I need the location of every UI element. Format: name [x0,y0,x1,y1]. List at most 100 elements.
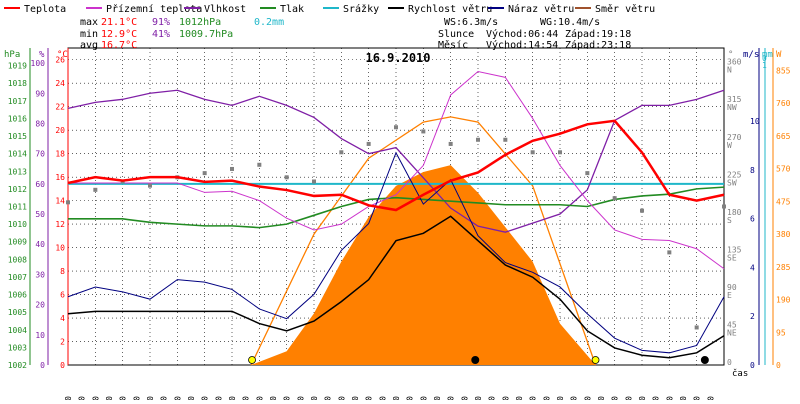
tick-hpa: 1013 [8,167,27,176]
tick-temp: 14 [55,197,65,206]
tick-temp: 18 [55,150,65,159]
tick-compass: S [727,216,732,225]
tick-time: 18:00 [556,396,565,400]
tick-dir: 360 [727,58,742,67]
tick-time: 14:00 [447,396,456,400]
tick-time: 09:00 [310,396,319,400]
wind-dir-point [202,171,207,176]
tick-temp: 20 [55,126,65,135]
tick-w: 665 [776,132,791,141]
tick-hpa: 1016 [8,114,27,123]
tick-time: 23:00 [693,396,702,400]
stat-rain: 0.2mm [254,17,284,28]
wind-dir-point [722,204,726,209]
tick-temp: 10 [55,244,65,253]
wind-dir-point [394,125,398,130]
legend-label: Směr větru [595,3,655,15]
tick-time: 08:30 [296,396,305,400]
tick-time: 21:30 [652,396,661,400]
tick-temp: 2 [60,338,65,347]
tick-dir: 180 [727,208,742,217]
wind-dir-point [148,183,152,188]
tick-time: 22:30 [679,396,688,400]
tick-hpa: 1007 [8,273,27,282]
stat-min-temp: 12.9°C [101,29,137,40]
wind-dir-point [66,200,70,205]
tick-temp: 6 [60,291,65,300]
wind-dir-point [476,137,480,142]
stat-max-temp: 21.1°C [101,17,137,28]
wind-dir-point [230,166,234,171]
solar-area [251,165,596,365]
wind-dir-point [312,179,316,184]
tick-time: 13:30 [433,396,442,400]
tick-time: 19:30 [597,396,606,400]
tick-hpa: 1006 [8,291,27,300]
temperature-line [67,119,725,212]
moonrise-marker [471,356,480,364]
tick-w: 0 [776,361,781,370]
tick-compass: NE [727,328,737,337]
wind-dir-point [339,150,344,155]
tick-w: 95 [776,328,786,337]
axis-pct-unit: % [39,50,45,60]
tick-hpa: 1003 [8,343,27,352]
tick-time: 11:00 [365,396,374,400]
tick-time: 06:00 [228,396,237,400]
tick-mm: 1 [762,61,767,70]
tick-mm: 0 [762,54,767,63]
tick-dir: 315 [727,95,742,104]
tick-time: 12:30 [406,396,415,400]
axis-temp-unit: °C [57,50,68,60]
tick-hpa: 1017 [8,97,27,106]
tick-dir: 135 [727,245,742,254]
tick-compass: SW [727,178,737,187]
tick-time: 08:00 [283,396,292,400]
tick-dir: 270 [727,133,742,142]
tick-pct: 10 [35,331,45,340]
gust-line [67,151,725,354]
tick-pct: 90 [35,89,45,98]
tick-hpa: 1010 [8,220,27,229]
stat-max-hum: 91% [152,17,170,28]
tick-pct: 80 [35,119,45,128]
wind-dir-point [558,150,562,155]
wind-dir-point [530,150,535,155]
tick-compass: N [727,66,732,75]
axis-w-unit: W [776,50,782,60]
tick-temp: 12 [55,220,65,229]
tick-hpa: 1011 [8,203,27,212]
tick-hpa: 1012 [8,185,27,194]
tick-time: 11:30 [378,396,387,400]
tick-time: 10:00 [337,396,346,400]
tick-dir: 90 [727,283,737,292]
tick-temp: 0 [60,361,65,370]
tick-pct: 20 [35,301,45,310]
tick-time: 15:30 [488,396,497,400]
tick-time: 05:00 [201,396,210,400]
tick-time: 00:30 [78,396,87,400]
tick-time: 16:00 [501,396,510,400]
tick-temp: 16 [55,173,65,182]
wind-dir-point [448,141,453,146]
tick-time: 17:00 [529,396,538,400]
tick-hpa: 1002 [8,361,27,370]
moon-label: Měsíc [438,39,468,51]
tick-time: 01:00 [91,396,100,400]
wind-dir-point [257,162,262,167]
tick-w: 855 [776,66,791,75]
tick-time: 20:30 [624,396,633,400]
tick-time: 09:30 [324,396,333,400]
tick-time: 06:30 [242,396,251,400]
tick-temp: 26 [55,56,65,65]
tick-pct: 0 [40,361,45,370]
tick-time: 13:00 [419,396,428,400]
legend-label: Náraz větru [508,3,574,15]
sun-set: Západ:19:18 [565,28,631,40]
tick-time: 15:00 [474,396,483,400]
legend-label: Vlhkost [204,4,246,15]
legend-label: Teplota [24,4,66,15]
tick-hpa: 1009 [8,238,27,247]
tick-ms: 4 [750,263,755,272]
ground-temp-line [68,70,725,270]
